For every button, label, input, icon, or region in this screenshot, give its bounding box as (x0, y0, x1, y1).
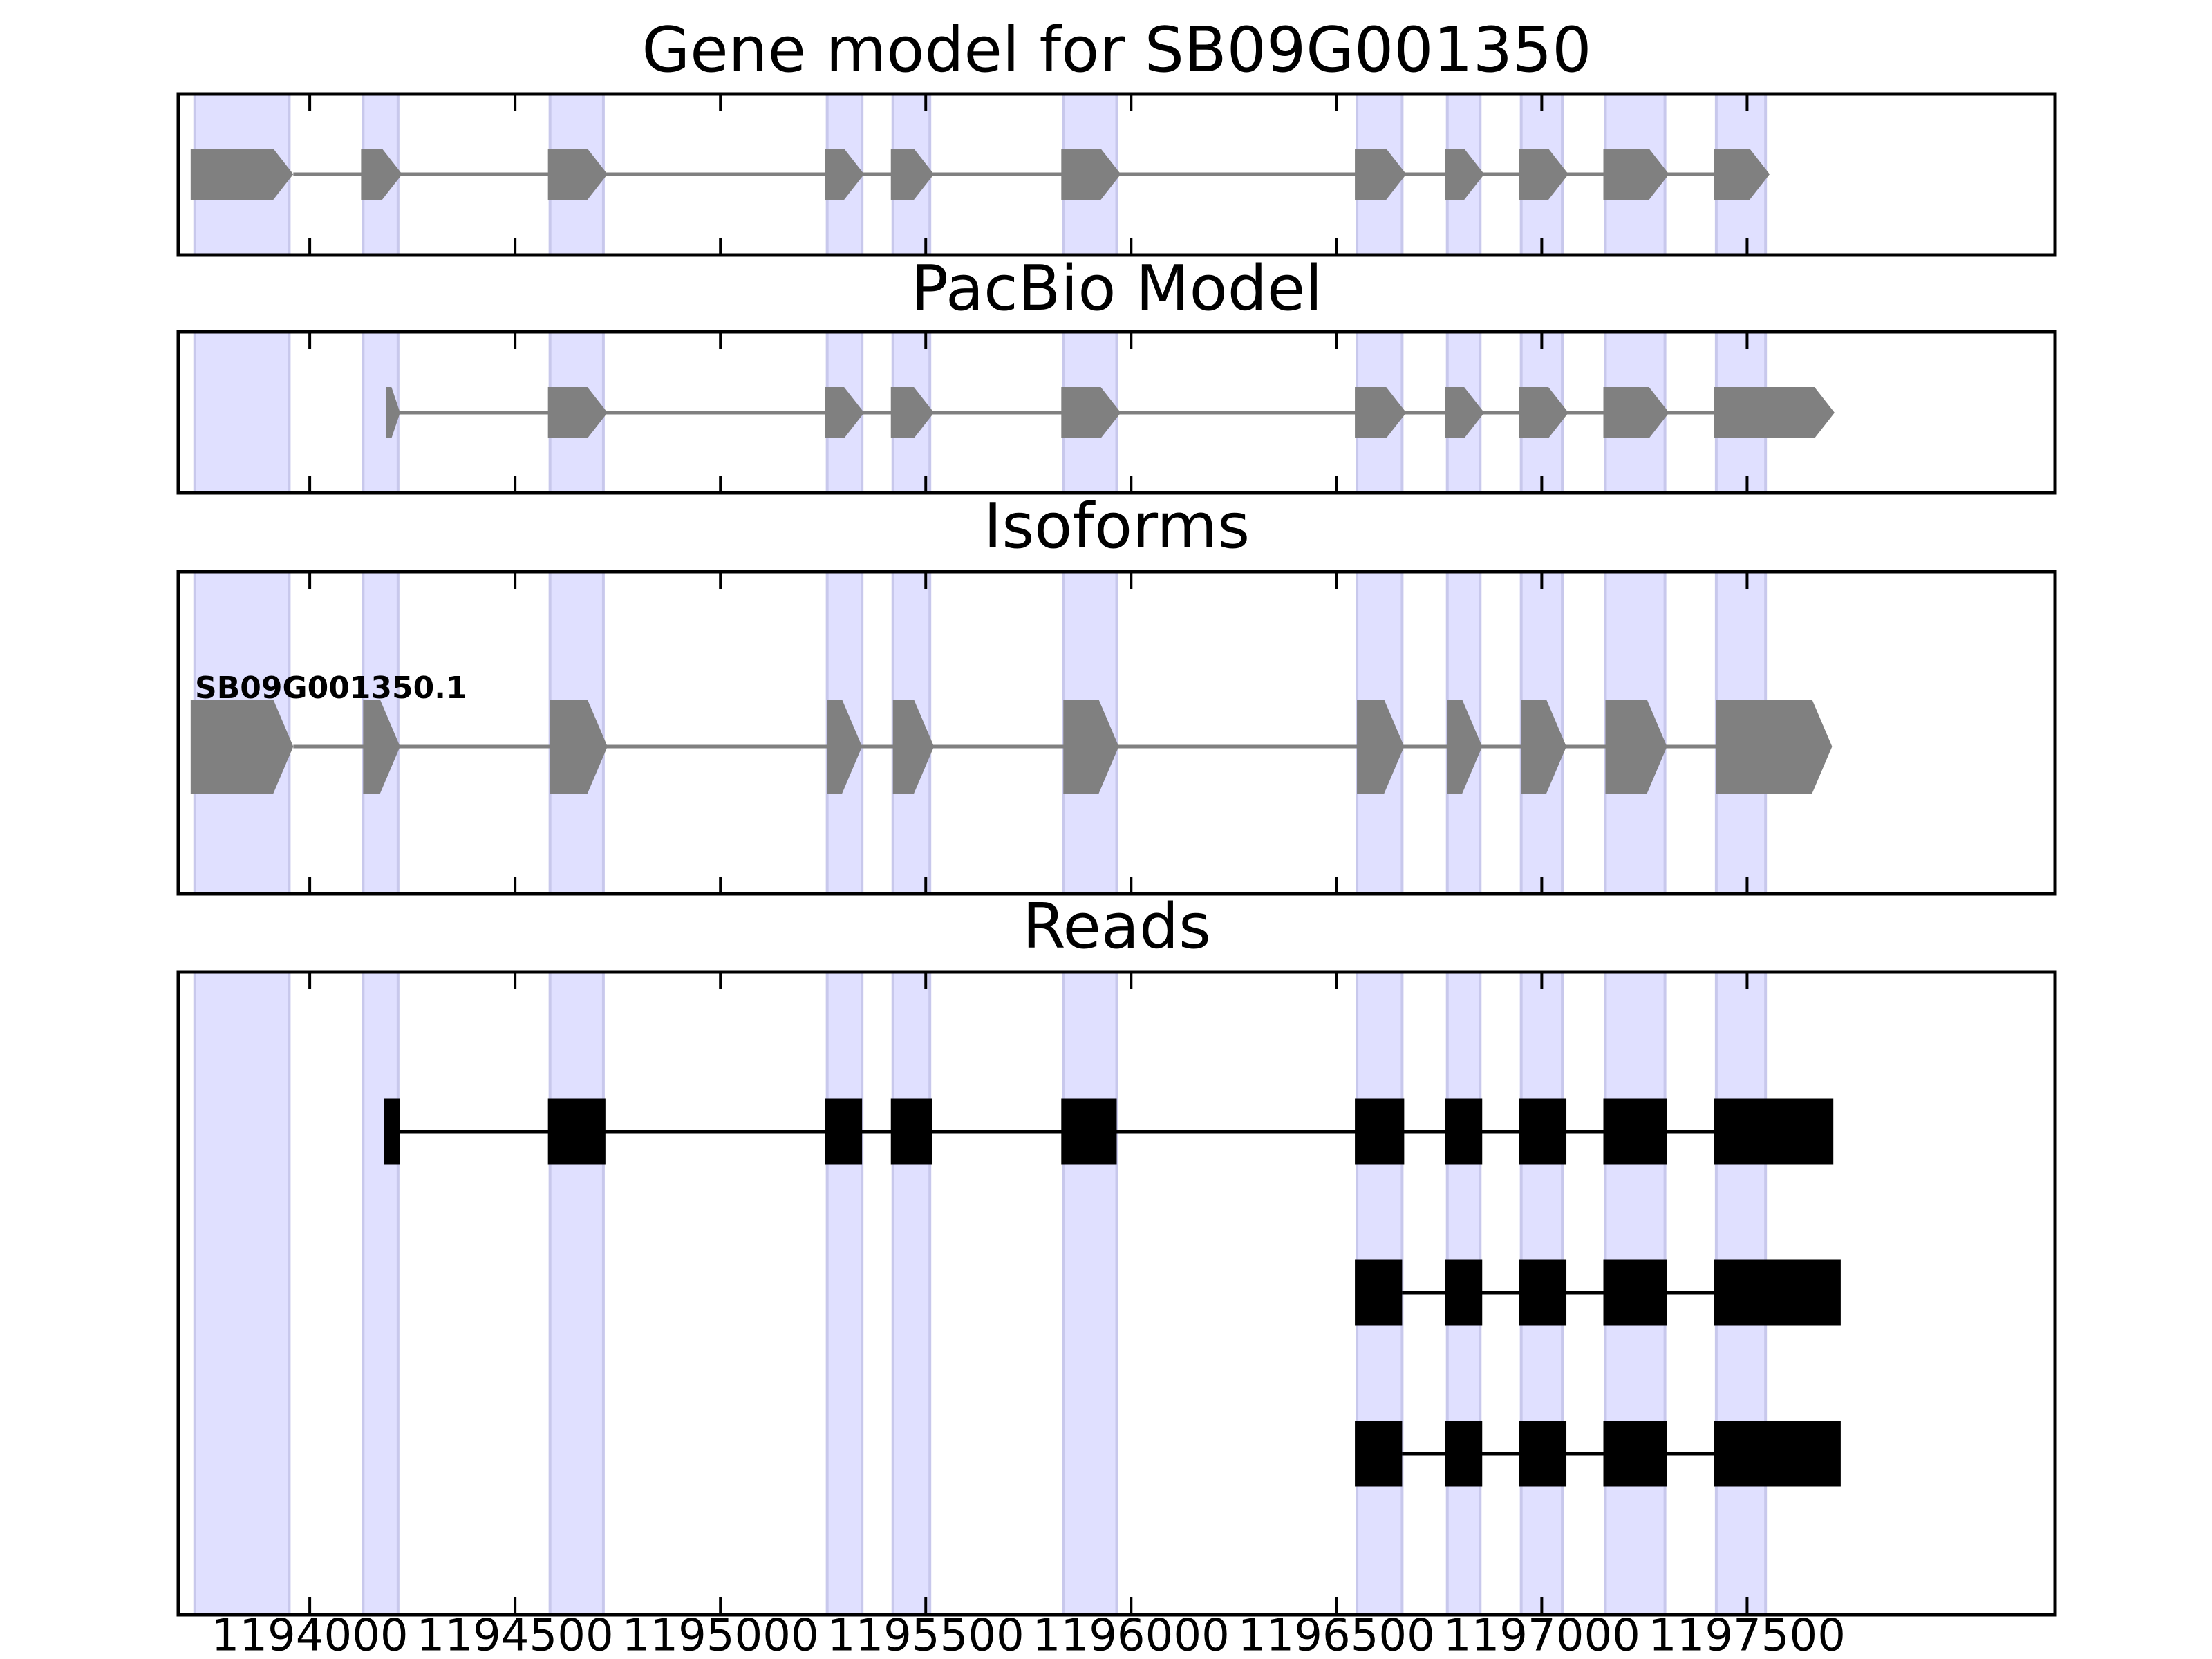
exon (1519, 149, 1569, 200)
exon (1603, 1421, 1667, 1487)
exon (190, 149, 294, 200)
exon (1061, 1098, 1117, 1165)
exon (1716, 700, 1833, 794)
exon (892, 700, 935, 794)
x-tick-label: 1195500 (827, 1611, 1024, 1659)
exon (1445, 387, 1485, 438)
exon (547, 387, 608, 438)
exon (827, 700, 863, 794)
exon (1355, 1421, 1403, 1487)
panel-frame (176, 970, 2057, 1617)
exon (190, 700, 294, 794)
exon (547, 1098, 606, 1165)
x-tick-label: 1196500 (1238, 1611, 1435, 1659)
exon (1357, 700, 1405, 794)
exon (1714, 1259, 1841, 1326)
x-tick-label: 1196000 (1033, 1611, 1230, 1659)
exon (1603, 1259, 1667, 1326)
panel-frame (176, 330, 2057, 495)
exon (1445, 1421, 1483, 1487)
panel-title: Reads (1022, 890, 1211, 963)
exon (1519, 387, 1569, 438)
exon-region (193, 971, 291, 1616)
exon (547, 149, 608, 200)
exon-region (825, 971, 864, 1616)
exon (825, 1098, 863, 1165)
exon (1445, 1259, 1483, 1326)
x-tick-label: 1197000 (1443, 1611, 1640, 1659)
exon (361, 149, 402, 200)
exon-region (548, 971, 605, 1616)
exon (1714, 1421, 1841, 1487)
exon (1445, 1098, 1483, 1165)
exon (1519, 1421, 1567, 1487)
exon (890, 387, 935, 438)
exon-region (891, 971, 932, 1616)
exon (890, 149, 935, 200)
x-tick-label: 1195000 (622, 1611, 819, 1659)
exon (890, 1098, 932, 1165)
panel-title: PacBio Model (911, 252, 1323, 325)
exon (1355, 1259, 1403, 1326)
exon (1603, 387, 1669, 438)
exon (386, 387, 400, 438)
exon-region (362, 971, 400, 1616)
exon (1519, 1098, 1567, 1165)
exon (825, 387, 865, 438)
exon (1355, 149, 1407, 200)
exon (363, 700, 400, 794)
exon (1714, 387, 1835, 438)
isoform-label: SB09G001350.1 (195, 671, 467, 706)
exon (1603, 149, 1669, 200)
exon (1605, 700, 1667, 794)
exon (1355, 387, 1407, 438)
exon (1063, 700, 1119, 794)
exon (1519, 1259, 1567, 1326)
panel-frame (176, 570, 2057, 896)
exon (1603, 1098, 1667, 1165)
exon (1061, 387, 1121, 438)
exon (384, 1098, 400, 1165)
exon (1714, 1098, 1834, 1165)
exon (1447, 700, 1483, 794)
panel-title: Gene model for SB09G001350 (641, 14, 1591, 86)
x-tick-label: 1194000 (212, 1611, 409, 1659)
exon (825, 149, 865, 200)
panel-frame (176, 92, 2057, 257)
exon (1714, 149, 1770, 200)
exon (550, 700, 608, 794)
exon (1355, 1098, 1405, 1165)
exon (1521, 700, 1567, 794)
exon-region (1062, 971, 1118, 1616)
x-tick-label: 1194500 (417, 1611, 614, 1659)
panel-title: Isoforms (984, 490, 1250, 563)
x-tick-label: 1197500 (1649, 1611, 1846, 1659)
exon-region (193, 330, 291, 494)
exon (1445, 149, 1485, 200)
exon (1061, 149, 1121, 200)
